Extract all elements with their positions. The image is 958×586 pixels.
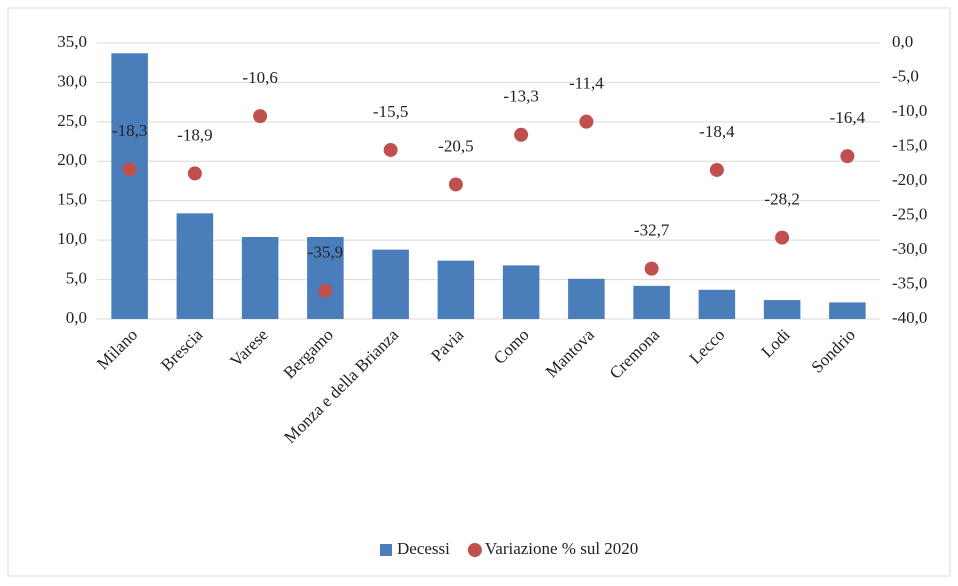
point (775, 230, 790, 245)
y2-tick-label: -5,0 (892, 66, 919, 85)
bar (372, 249, 409, 319)
legend-label: Variazione % sul 2020 (485, 539, 638, 558)
point (709, 162, 724, 177)
y2-tick-label: -30,0 (892, 239, 927, 258)
y2-tick-label: -25,0 (892, 204, 927, 223)
point (187, 166, 202, 181)
data-label: -18,4 (699, 122, 735, 141)
bar (437, 260, 475, 319)
data-label: -11,4 (569, 74, 604, 93)
y-tick-label: 0,0 (66, 308, 87, 327)
y2-tick-label: -20,0 (892, 170, 927, 189)
point (253, 109, 268, 124)
point (514, 127, 529, 142)
y2-tick-label: 0,0 (892, 32, 913, 51)
y-tick-label: 35,0 (57, 32, 87, 51)
data-label: -13,3 (503, 87, 538, 106)
data-label: -15,5 (373, 102, 408, 121)
y2-tick-label: -40,0 (892, 308, 927, 327)
legend-swatch (380, 544, 392, 556)
point (840, 149, 855, 164)
bar (763, 300, 801, 319)
y-tick-label: 30,0 (57, 71, 87, 90)
bar (502, 265, 540, 319)
point (448, 177, 463, 192)
data-label: -16,4 (830, 108, 866, 127)
bar (176, 213, 214, 319)
y-tick-label: 10,0 (57, 229, 87, 248)
point (122, 162, 137, 177)
point (644, 261, 659, 276)
y-tick-label: 5,0 (66, 268, 87, 287)
data-label: -35,9 (308, 243, 343, 262)
bar (698, 289, 736, 319)
point (579, 114, 594, 129)
data-label: -20,5 (438, 136, 473, 155)
bar (111, 53, 148, 319)
y-tick-label: 25,0 (57, 111, 87, 130)
data-label: -10,6 (242, 68, 277, 87)
y2-tick-label: -10,0 (892, 101, 927, 120)
bar (633, 285, 670, 319)
data-label: -18,9 (177, 125, 212, 144)
data-label: -32,7 (634, 221, 670, 240)
y2-tick-label: -15,0 (892, 135, 927, 154)
y-tick-label: 15,0 (57, 190, 87, 209)
data-label: -18,3 (112, 121, 147, 140)
legend-swatch (467, 543, 482, 557)
legend-label: Decessi (397, 539, 450, 558)
y2-tick-label: -35,0 (892, 273, 927, 292)
point (318, 283, 333, 298)
point (383, 142, 398, 157)
bar (307, 236, 344, 319)
chart-border (7, 7, 951, 577)
bar (829, 302, 866, 319)
data-label: -28,2 (764, 189, 799, 208)
bar (241, 236, 279, 319)
bar (568, 278, 605, 319)
y-tick-label: 20,0 (57, 150, 87, 169)
